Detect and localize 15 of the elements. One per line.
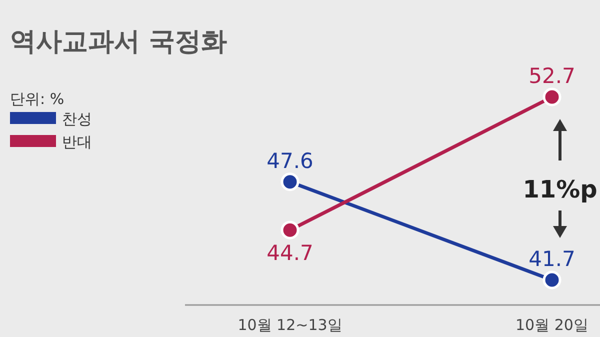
data-label: 41.7 bbox=[528, 247, 576, 271]
x-tick-label: 10월 12~13일 bbox=[238, 316, 342, 334]
legend-label: 찬성 bbox=[62, 110, 92, 128]
data-label: 52.7 bbox=[528, 64, 576, 88]
point bbox=[280, 220, 300, 240]
data-label: 47.6 bbox=[266, 148, 314, 173]
annotation: 11%p bbox=[522, 176, 598, 204]
point bbox=[542, 270, 562, 290]
data-label: 44.7 bbox=[266, 241, 314, 266]
point bbox=[542, 88, 562, 106]
legend-label: 반대 bbox=[62, 133, 92, 151]
text: 단위: % bbox=[10, 90, 64, 108]
x-tick-label: 10월 20일 bbox=[516, 316, 588, 334]
point bbox=[280, 172, 300, 192]
chart-title: 역사교과서 국정화 bbox=[10, 27, 228, 57]
